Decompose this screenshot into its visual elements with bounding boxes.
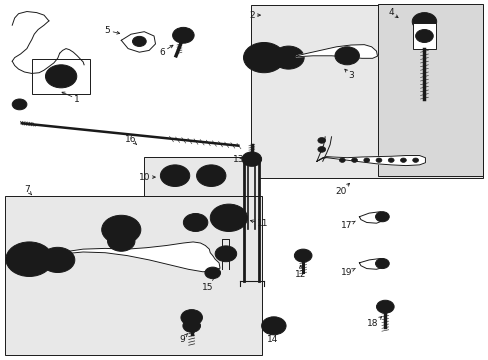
Circle shape <box>102 215 141 244</box>
Text: 9: 9 <box>179 334 187 343</box>
Text: 18: 18 <box>366 316 381 328</box>
Circle shape <box>400 158 406 162</box>
Circle shape <box>206 172 215 179</box>
Text: 11: 11 <box>250 219 268 228</box>
Circle shape <box>256 52 271 63</box>
Text: 10: 10 <box>138 173 155 181</box>
Circle shape <box>132 36 146 46</box>
Circle shape <box>47 252 68 268</box>
Circle shape <box>160 165 189 186</box>
Polygon shape <box>295 45 377 58</box>
Circle shape <box>317 138 325 143</box>
Circle shape <box>266 320 281 331</box>
Circle shape <box>204 267 220 279</box>
Bar <box>32 59 90 94</box>
Circle shape <box>210 204 247 231</box>
Text: 14: 14 <box>266 332 278 343</box>
Circle shape <box>283 54 293 61</box>
Text: 4: 4 <box>387 8 397 18</box>
Circle shape <box>250 48 277 68</box>
Bar <box>412 23 435 49</box>
Circle shape <box>183 213 207 231</box>
Circle shape <box>216 209 241 227</box>
Text: 8: 8 <box>223 214 231 224</box>
Bar <box>377 4 482 176</box>
Circle shape <box>41 247 75 273</box>
Polygon shape <box>316 156 425 166</box>
Circle shape <box>272 46 304 69</box>
Text: 20: 20 <box>335 183 349 196</box>
Circle shape <box>278 50 298 65</box>
Circle shape <box>411 13 436 31</box>
Text: 7: 7 <box>24 184 32 195</box>
Circle shape <box>196 165 225 186</box>
Circle shape <box>339 50 354 61</box>
Circle shape <box>294 249 311 262</box>
Polygon shape <box>359 258 385 269</box>
Circle shape <box>166 169 183 182</box>
Circle shape <box>387 158 393 162</box>
Text: 6: 6 <box>159 45 173 57</box>
Polygon shape <box>359 212 385 223</box>
Text: 12: 12 <box>294 265 306 279</box>
Circle shape <box>170 172 179 179</box>
Text: 8: 8 <box>20 265 31 274</box>
Circle shape <box>269 323 277 329</box>
Polygon shape <box>121 32 155 52</box>
Text: 15: 15 <box>202 272 218 292</box>
Circle shape <box>317 147 325 152</box>
Circle shape <box>351 158 357 162</box>
Circle shape <box>243 42 284 73</box>
Circle shape <box>412 158 418 162</box>
Circle shape <box>13 247 46 271</box>
Circle shape <box>339 158 345 162</box>
Circle shape <box>242 152 261 166</box>
Circle shape <box>20 252 39 266</box>
Circle shape <box>12 99 27 110</box>
Text: 16: 16 <box>125 135 137 144</box>
Text: 3: 3 <box>253 57 268 66</box>
Text: 5: 5 <box>104 26 120 35</box>
Circle shape <box>415 30 432 42</box>
Circle shape <box>416 16 431 27</box>
Text: 3: 3 <box>344 69 353 80</box>
Circle shape <box>181 310 202 325</box>
Circle shape <box>261 317 285 335</box>
Circle shape <box>215 246 236 262</box>
Text: 2: 2 <box>248 10 260 19</box>
Circle shape <box>375 212 388 222</box>
Circle shape <box>45 65 77 88</box>
Circle shape <box>375 158 381 162</box>
Text: 1: 1 <box>62 92 80 104</box>
Circle shape <box>375 258 388 269</box>
Text: 19: 19 <box>341 268 355 277</box>
Circle shape <box>202 169 220 182</box>
Polygon shape <box>63 242 220 272</box>
Circle shape <box>363 158 369 162</box>
Text: 13: 13 <box>232 154 247 163</box>
Circle shape <box>376 300 393 313</box>
Circle shape <box>188 217 203 228</box>
Bar <box>5 196 261 355</box>
Circle shape <box>52 256 63 264</box>
Circle shape <box>334 47 359 65</box>
Circle shape <box>6 242 53 276</box>
Text: 17: 17 <box>341 221 355 230</box>
Bar <box>250 5 482 178</box>
Circle shape <box>107 231 135 251</box>
Circle shape <box>183 319 200 332</box>
Bar <box>144 157 259 196</box>
Circle shape <box>222 213 235 223</box>
Circle shape <box>172 27 194 43</box>
